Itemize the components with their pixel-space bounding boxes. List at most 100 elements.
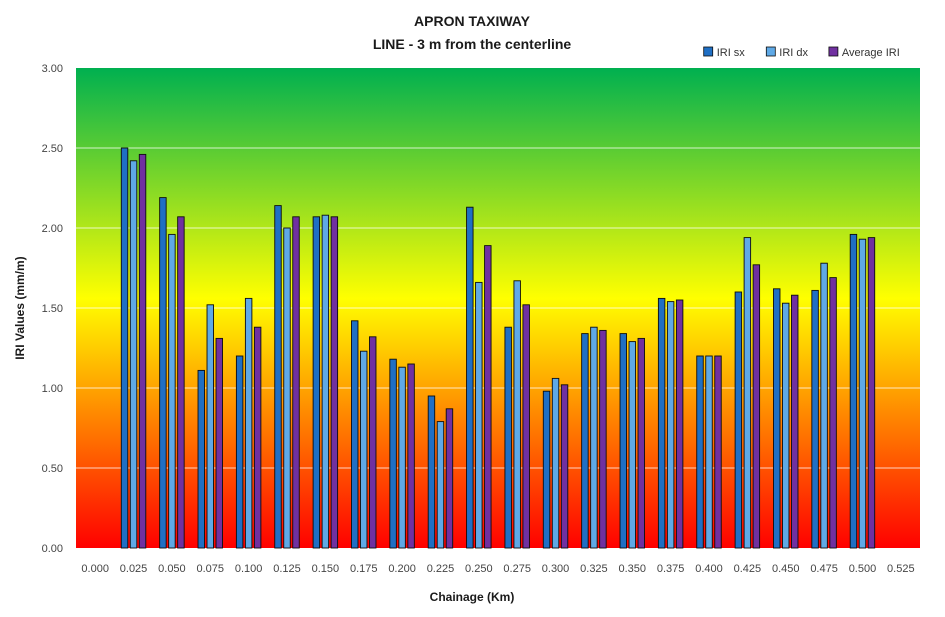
bar bbox=[513, 280, 521, 549]
bar bbox=[274, 205, 282, 549]
x-tick-label: 0.000 bbox=[81, 563, 109, 575]
bar bbox=[321, 214, 330, 549]
x-tick-label: 0.175 bbox=[350, 563, 378, 575]
bar bbox=[657, 297, 666, 549]
bar bbox=[542, 390, 551, 549]
bar bbox=[206, 304, 214, 549]
bar bbox=[138, 153, 147, 549]
legend-swatch bbox=[828, 46, 839, 57]
x-tick-label: 0.250 bbox=[465, 563, 493, 575]
bar bbox=[351, 320, 359, 549]
y-tick-label: 3.00 bbox=[42, 63, 63, 75]
bar bbox=[369, 336, 377, 549]
x-tick-label: 0.275 bbox=[503, 563, 531, 575]
x-tick-label: 0.350 bbox=[619, 563, 647, 575]
legend-swatch bbox=[703, 46, 714, 57]
bar bbox=[791, 294, 799, 549]
bar bbox=[734, 291, 743, 549]
x-tick-label: 0.500 bbox=[849, 563, 877, 575]
bar bbox=[858, 238, 867, 549]
bar bbox=[829, 277, 837, 549]
bar bbox=[445, 408, 454, 549]
bar bbox=[714, 355, 722, 549]
bar bbox=[407, 363, 415, 549]
bar bbox=[484, 245, 492, 549]
bar bbox=[599, 329, 607, 549]
bar bbox=[168, 233, 176, 549]
x-tick-label: 0.475 bbox=[810, 563, 838, 575]
bar bbox=[283, 227, 291, 549]
x-axis-title: Chainage (Km) bbox=[430, 590, 515, 604]
x-tick-label: 0.300 bbox=[542, 563, 570, 575]
bar bbox=[705, 355, 713, 549]
x-tick-label: 0.100 bbox=[235, 563, 263, 575]
y-tick-label: 2.00 bbox=[42, 223, 63, 235]
bar bbox=[330, 216, 339, 549]
legend-label: IRI sx bbox=[717, 47, 746, 59]
y-axis-title: IRI Values (mm/m) bbox=[13, 256, 27, 359]
legend-label: IRI dx bbox=[779, 47, 808, 59]
bar bbox=[590, 326, 598, 549]
legend-swatch bbox=[765, 46, 776, 57]
bar bbox=[782, 302, 790, 549]
bar bbox=[666, 301, 675, 549]
bar bbox=[427, 395, 436, 549]
bar bbox=[235, 355, 244, 549]
bar bbox=[675, 299, 684, 549]
bar bbox=[177, 216, 185, 549]
bar bbox=[244, 297, 253, 549]
bar bbox=[619, 333, 627, 549]
bar bbox=[197, 369, 205, 549]
y-tick-label: 1.00 bbox=[42, 383, 63, 395]
y-axis-ticks: 0.00 0.50 1.00 1.50 2.00 2.50 3.00 bbox=[42, 63, 63, 555]
bar bbox=[398, 366, 406, 549]
bar bbox=[811, 289, 819, 549]
x-tick-label: 0.375 bbox=[657, 563, 685, 575]
bar bbox=[466, 206, 474, 549]
x-tick-label: 0.525 bbox=[887, 563, 915, 575]
bar bbox=[292, 216, 300, 549]
x-tick-label: 0.225 bbox=[427, 563, 455, 575]
x-tick-label: 0.450 bbox=[772, 563, 800, 575]
bar bbox=[743, 237, 752, 549]
x-tick-label: 0.400 bbox=[695, 563, 723, 575]
bar bbox=[522, 304, 530, 549]
y-tick-label: 0.50 bbox=[42, 463, 63, 475]
y-tick-label: 0.00 bbox=[42, 543, 63, 555]
bar bbox=[849, 233, 858, 549]
x-tick-label: 0.200 bbox=[388, 563, 416, 575]
bars bbox=[120, 147, 876, 549]
x-tick-label: 0.075 bbox=[197, 563, 225, 575]
bar bbox=[867, 237, 876, 549]
chart-subtitle: LINE - 3 m from the centerline bbox=[373, 36, 572, 52]
bar bbox=[360, 350, 368, 549]
bar bbox=[159, 197, 167, 549]
bar bbox=[436, 421, 445, 549]
x-tick-label: 0.325 bbox=[580, 563, 608, 575]
x-tick-label: 0.050 bbox=[158, 563, 186, 575]
x-tick-label: 0.150 bbox=[312, 563, 340, 575]
bar bbox=[215, 337, 223, 549]
x-tick-label: 0.425 bbox=[734, 563, 762, 575]
bar bbox=[253, 326, 262, 549]
bar bbox=[312, 216, 321, 549]
x-tick-label: 0.025 bbox=[120, 563, 148, 575]
bar bbox=[637, 337, 645, 549]
legend-label: Average IRI bbox=[842, 47, 900, 59]
bar bbox=[696, 355, 704, 549]
bar bbox=[628, 341, 636, 549]
bar bbox=[820, 262, 828, 549]
x-axis-ticks: 0.000 0.025 0.050 0.075 0.100 0.125 0.150 0.175… bbox=[81, 563, 914, 575]
y-tick-label: 2.50 bbox=[42, 143, 63, 155]
bar bbox=[773, 288, 781, 549]
bar bbox=[551, 377, 560, 549]
bar bbox=[581, 333, 589, 549]
bar bbox=[752, 264, 761, 549]
bar bbox=[120, 147, 129, 549]
bar bbox=[475, 281, 483, 549]
bar bbox=[560, 384, 569, 549]
legend: IRI sx IRI dx Average IRI bbox=[703, 46, 900, 59]
x-tick-label: 0.125 bbox=[273, 563, 301, 575]
